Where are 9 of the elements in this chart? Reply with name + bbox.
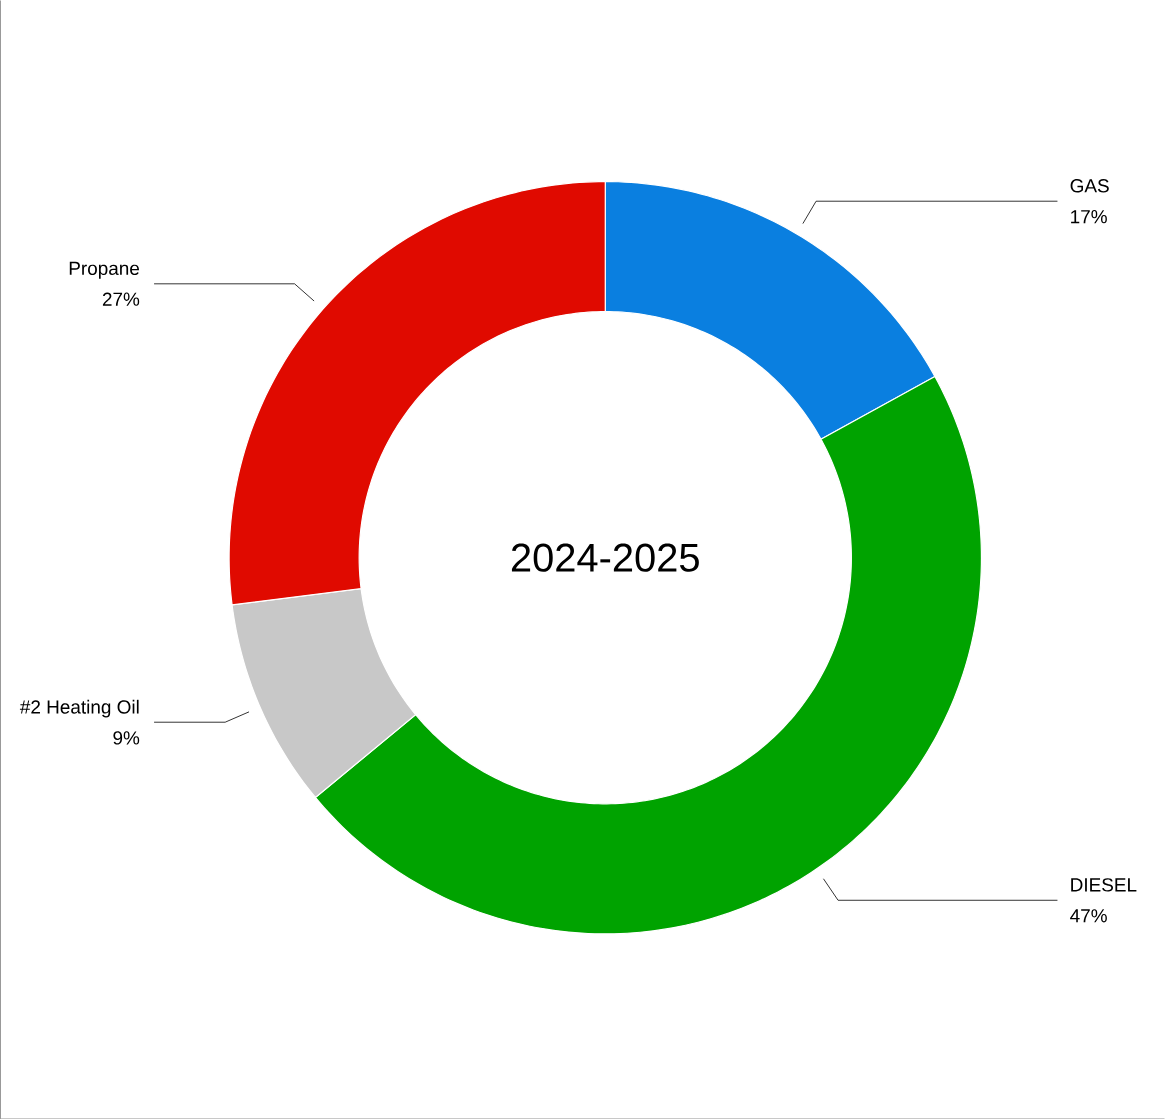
text: 2024-2025 <box>511 543 699 572</box>
slice-label: DIESEL <box>1071 877 1137 892</box>
slice-label: #2 Heating Oil <box>19 699 139 718</box>
data-label: 9% <box>113 730 140 745</box>
data-label: 47% <box>1070 908 1107 923</box>
slice-label: GAS <box>1070 178 1109 193</box>
data-label: 17% <box>1071 209 1107 224</box>
slice-label: Propane <box>69 261 140 279</box>
data-label: 27% <box>102 292 140 306</box>
